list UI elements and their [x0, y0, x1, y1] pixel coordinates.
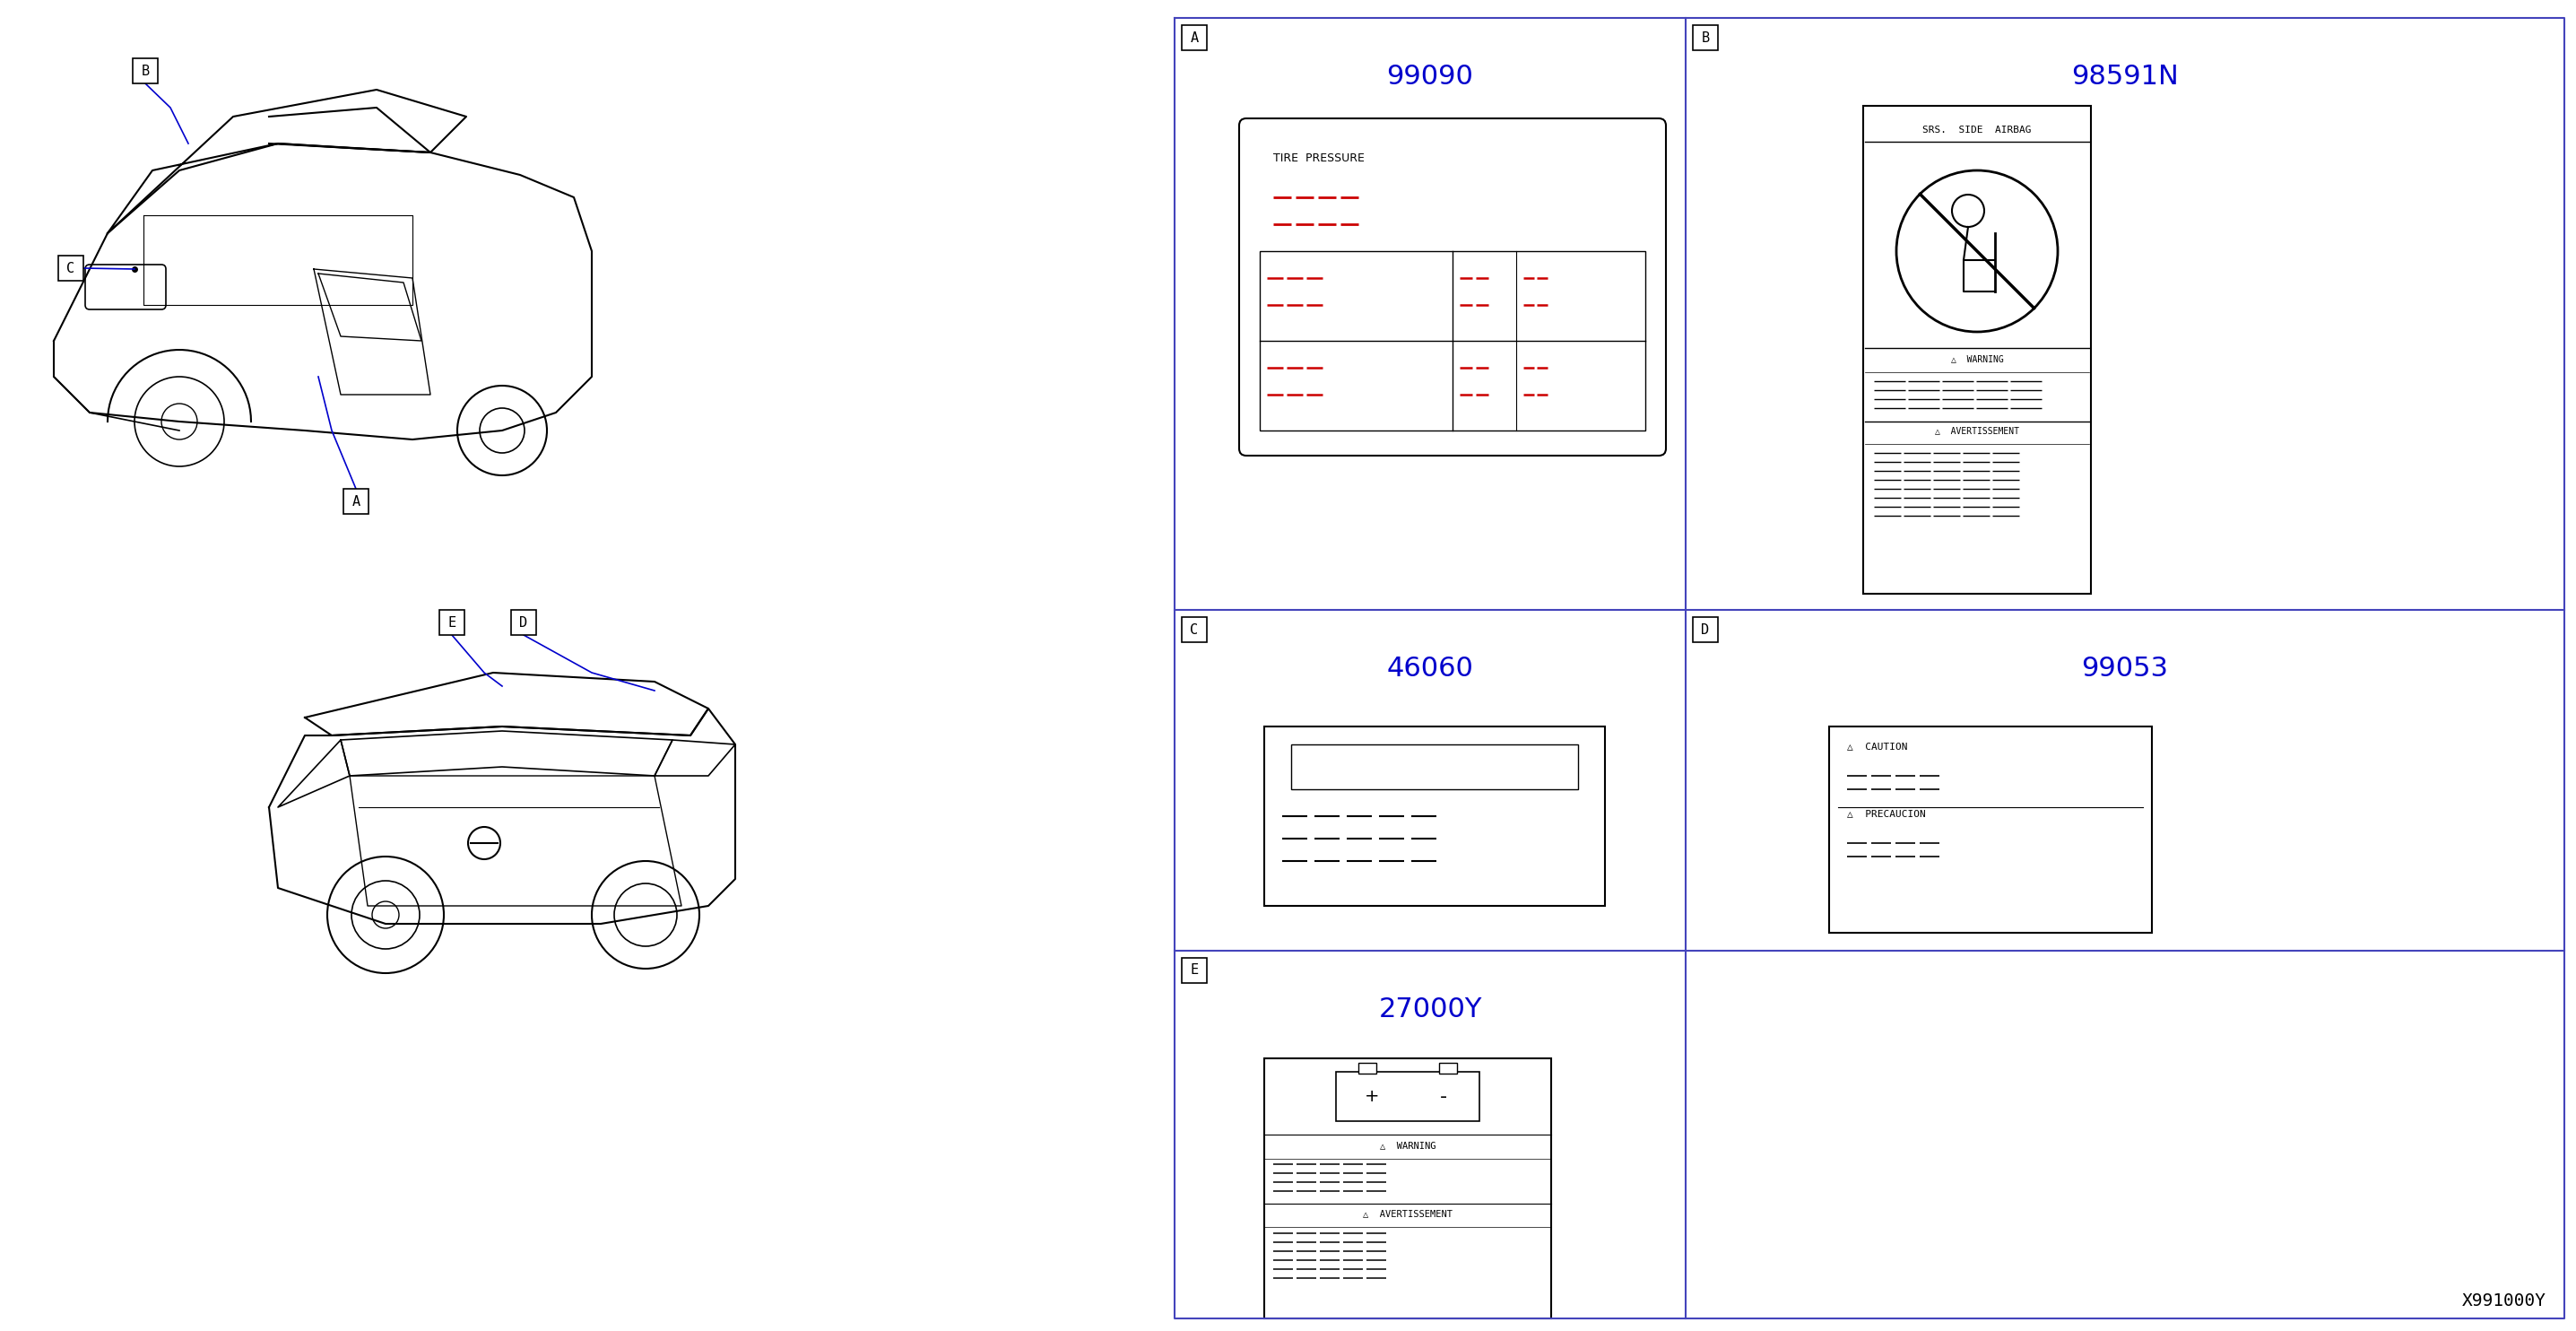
Bar: [1265, 727, 1605, 906]
Text: 99053: 99053: [2081, 655, 2169, 681]
Text: 27000Y: 27000Y: [1378, 996, 1481, 1022]
Bar: [1291, 744, 1579, 789]
Text: +: +: [1365, 1089, 1378, 1106]
Text: 99090: 99090: [1386, 64, 1473, 89]
Bar: [343, 488, 368, 514]
Text: E: E: [448, 616, 456, 630]
Text: -: -: [1440, 1087, 1448, 1106]
Bar: [1440, 1063, 1458, 1074]
Text: D: D: [1700, 623, 1710, 636]
Text: B: B: [142, 64, 149, 77]
Text: 46060: 46060: [1386, 655, 1473, 681]
Text: X991000Y: X991000Y: [2463, 1292, 2548, 1310]
Text: △  WARNING: △ WARNING: [1381, 1141, 1435, 1150]
Text: C: C: [67, 261, 75, 276]
Bar: [1265, 1058, 1551, 1319]
Bar: [1337, 1071, 1479, 1121]
Text: A: A: [353, 495, 361, 508]
Text: △  PRECAUCION: △ PRECAUCION: [1847, 809, 1927, 819]
Text: C: C: [1190, 623, 1198, 636]
Text: B: B: [1700, 31, 1710, 44]
FancyBboxPatch shape: [1862, 106, 2092, 594]
Text: E: E: [1190, 964, 1198, 977]
Bar: [1829, 727, 2151, 933]
FancyBboxPatch shape: [1239, 118, 1667, 455]
Text: A: A: [1190, 31, 1198, 44]
Bar: [1182, 25, 1206, 51]
Text: △  AVERTISSEMENT: △ AVERTISSEMENT: [1935, 426, 2020, 435]
Bar: [1692, 618, 1718, 642]
Bar: [59, 256, 82, 281]
FancyBboxPatch shape: [85, 265, 165, 309]
Bar: [1358, 1063, 1376, 1074]
Text: D: D: [520, 616, 528, 630]
Text: 98591N: 98591N: [2071, 64, 2179, 89]
Bar: [134, 59, 157, 84]
Text: △  CAUTION: △ CAUTION: [1847, 741, 1909, 751]
Bar: [1260, 252, 1646, 430]
Bar: [1692, 25, 1718, 51]
Bar: [440, 610, 464, 635]
Text: △  WARNING: △ WARNING: [1950, 354, 2004, 363]
Bar: [1182, 618, 1206, 642]
Text: SRS.  SIDE  AIRBAG: SRS. SIDE AIRBAG: [1922, 125, 2032, 134]
Bar: [1182, 958, 1206, 984]
Text: TIRE  PRESSURE: TIRE PRESSURE: [1273, 153, 1365, 164]
Bar: [510, 610, 536, 635]
Text: △  AVERTISSEMENT: △ AVERTISSEMENT: [1363, 1209, 1453, 1218]
